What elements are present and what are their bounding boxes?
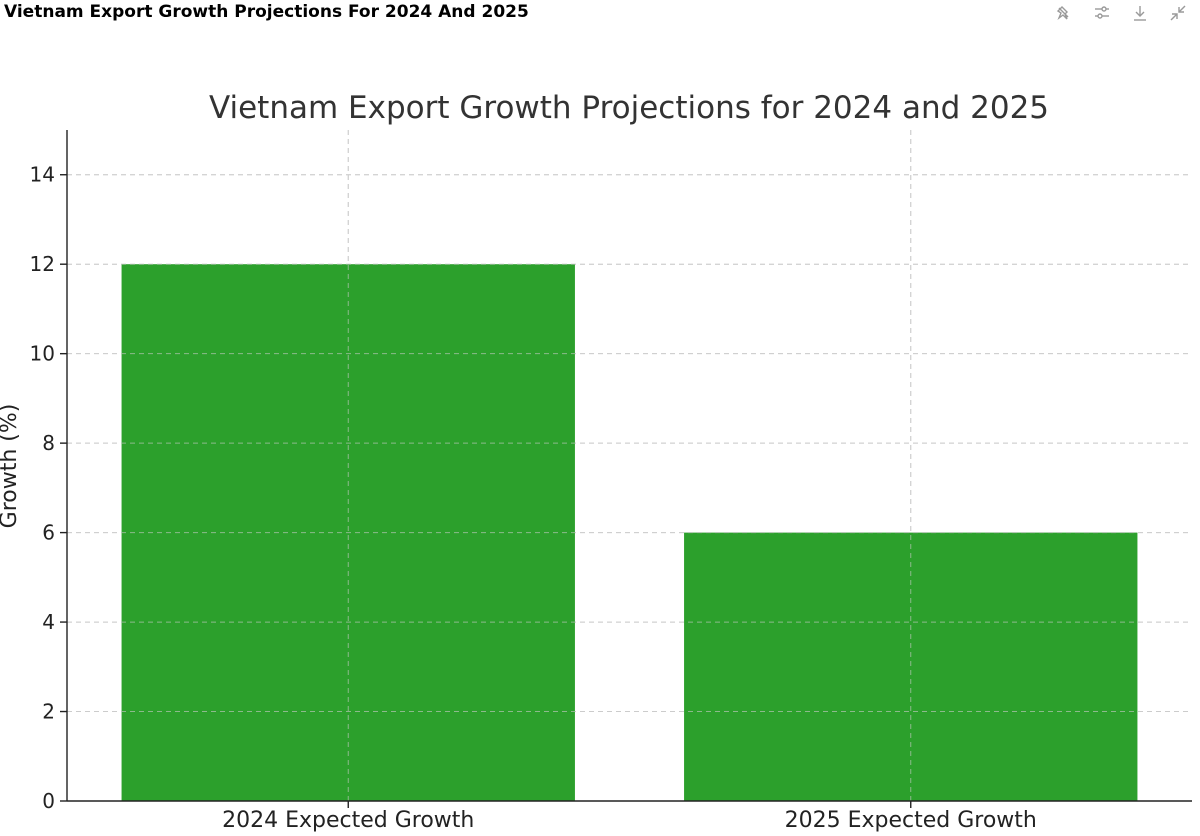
collapse-icon	[1170, 5, 1186, 21]
header-bar: Vietnam Export Growth Projections For 20…	[0, 0, 1200, 28]
y-tick-label: 12	[30, 252, 55, 276]
y-tick-label: 2	[42, 700, 55, 724]
sliders-icon	[1095, 6, 1109, 19]
x-tick-labels: 2024 Expected Growth 2025 Expected Growth	[222, 808, 1037, 833]
y-tick-label: 0	[42, 789, 55, 813]
download-icon	[1134, 6, 1146, 21]
download-button[interactable]	[1128, 2, 1152, 24]
grid-overlay	[67, 130, 1192, 801]
x-tick-label: 2024 Expected Growth	[222, 808, 474, 833]
settings-button[interactable]	[1090, 2, 1114, 24]
pin-off-button[interactable]	[1052, 2, 1076, 24]
y-tick-label: 14	[30, 163, 55, 187]
axes	[60, 130, 1192, 808]
collapse-button[interactable]	[1166, 2, 1190, 24]
chart-toolbar	[1052, 2, 1190, 24]
y-tick-label: 8	[42, 431, 55, 455]
bar	[684, 532, 1138, 801]
pin-off-icon	[1056, 6, 1069, 21]
chart-title: Vietnam Export Growth Projections for 20…	[209, 90, 1049, 126]
y-axis-label: Growth (%)	[0, 404, 22, 529]
x-tick-label: 2025 Expected Growth	[785, 808, 1037, 833]
y-tick-labels: 0 2 4 6 8 10 12 14	[30, 163, 55, 813]
y-tick-label: 10	[30, 342, 55, 366]
y-tick-label: 6	[42, 521, 55, 545]
y-tick-label: 4	[42, 610, 55, 634]
page-title: Vietnam Export Growth Projections For 20…	[4, 2, 529, 22]
